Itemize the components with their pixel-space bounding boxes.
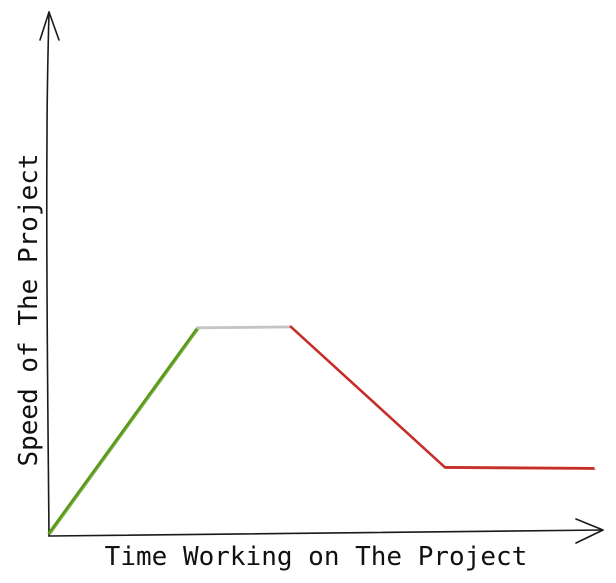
y-axis-arrowhead [39, 11, 60, 41]
series-line-2 [196, 325, 293, 329]
series-line-4-sketch [445, 467, 596, 470]
series-line-4 [443, 466, 595, 470]
x-axis-arrowhead [575, 518, 604, 544]
axes [39, 11, 604, 544]
y-axis-label: Speed of The Project [14, 153, 44, 466]
series-line-2-sketch [198, 327, 293, 330]
series-line-1 [47, 326, 199, 535]
y-axis-line [45, 11, 50, 537]
x-axis-label: Time Working on The Project [105, 542, 528, 572]
series-line-3-sketch [291, 327, 447, 469]
series-line-1-sketch [49, 328, 200, 535]
series-layer [47, 325, 596, 535]
x-axis-line [48, 529, 604, 537]
